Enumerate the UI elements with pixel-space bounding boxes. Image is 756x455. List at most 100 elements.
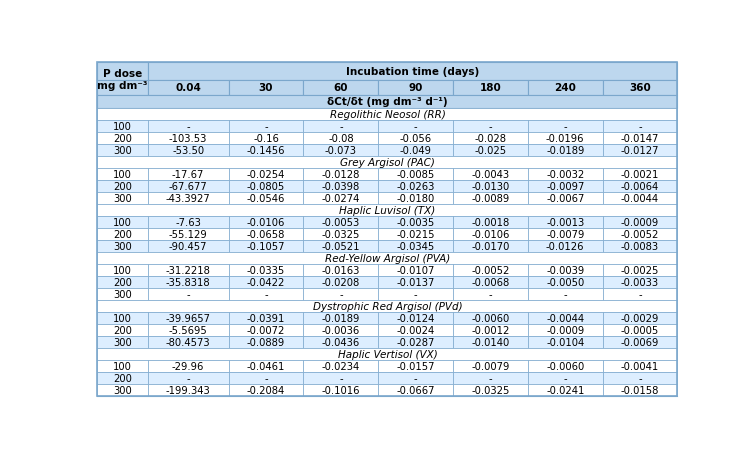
- Text: 300: 300: [113, 193, 132, 203]
- Text: 100: 100: [113, 265, 132, 275]
- Bar: [453, 276, 528, 288]
- Text: -0.0068: -0.0068: [471, 277, 510, 287]
- Text: -0.0079: -0.0079: [471, 361, 510, 371]
- Bar: [603, 336, 677, 348]
- Bar: [147, 168, 228, 180]
- Text: -0.056: -0.056: [400, 133, 432, 143]
- Text: -0.0130: -0.0130: [471, 182, 510, 192]
- Text: Haplic Luvisol (TX): Haplic Luvisol (TX): [339, 205, 435, 215]
- Bar: [528, 192, 603, 204]
- Bar: [453, 372, 528, 384]
- Text: 200: 200: [113, 182, 132, 192]
- Bar: [603, 324, 677, 336]
- Bar: [603, 81, 677, 96]
- Text: -0.0029: -0.0029: [621, 313, 659, 323]
- Text: -0.0005: -0.0005: [621, 325, 659, 335]
- Bar: [98, 168, 147, 180]
- Text: -0.0060: -0.0060: [471, 313, 510, 323]
- Bar: [528, 360, 603, 372]
- Bar: [528, 217, 603, 228]
- Text: -0.0126: -0.0126: [546, 241, 584, 251]
- Bar: [147, 288, 228, 300]
- Bar: [378, 217, 453, 228]
- Bar: [453, 168, 528, 180]
- Bar: [228, 312, 303, 324]
- Text: Haplic Vertisol (VX): Haplic Vertisol (VX): [338, 349, 437, 359]
- Bar: [453, 192, 528, 204]
- Text: -0.0461: -0.0461: [247, 361, 285, 371]
- Text: -: -: [187, 121, 190, 131]
- Text: 100: 100: [113, 313, 132, 323]
- Text: -: -: [488, 373, 492, 383]
- Text: -55.129: -55.129: [169, 229, 208, 239]
- Bar: [378, 264, 453, 276]
- Bar: [303, 168, 378, 180]
- Text: -0.0658: -0.0658: [247, 229, 285, 239]
- Text: -0.0215: -0.0215: [396, 229, 435, 239]
- Text: -0.0170: -0.0170: [471, 241, 510, 251]
- Text: -0.0208: -0.0208: [322, 277, 360, 287]
- Text: 100: 100: [113, 217, 132, 228]
- Text: P dose
mg dm⁻³: P dose mg dm⁻³: [98, 69, 148, 91]
- Bar: [453, 360, 528, 372]
- Text: Grey Argisol (PAC): Grey Argisol (PAC): [340, 157, 435, 167]
- Bar: [303, 192, 378, 204]
- Text: -: -: [488, 289, 492, 299]
- Text: -0.0104: -0.0104: [546, 337, 584, 347]
- Bar: [303, 336, 378, 348]
- Bar: [453, 180, 528, 192]
- Bar: [98, 192, 147, 204]
- Bar: [378, 144, 453, 157]
- Bar: [147, 336, 228, 348]
- Bar: [228, 228, 303, 240]
- Text: -0.0805: -0.0805: [247, 182, 285, 192]
- Bar: [147, 144, 228, 157]
- Bar: [603, 288, 677, 300]
- Text: -0.0274: -0.0274: [321, 193, 360, 203]
- Bar: [147, 240, 228, 253]
- Bar: [303, 384, 378, 396]
- Bar: [528, 81, 603, 96]
- Text: -: -: [563, 289, 567, 299]
- Bar: [147, 372, 228, 384]
- Text: 100: 100: [113, 169, 132, 179]
- Bar: [147, 264, 228, 276]
- Text: 300: 300: [113, 146, 132, 156]
- Bar: [378, 168, 453, 180]
- Bar: [528, 228, 603, 240]
- Text: -0.0106: -0.0106: [247, 217, 285, 228]
- Bar: [98, 121, 147, 132]
- Bar: [98, 253, 677, 264]
- Bar: [453, 324, 528, 336]
- Bar: [98, 264, 147, 276]
- Text: -0.073: -0.073: [325, 146, 357, 156]
- Text: -31.2218: -31.2218: [166, 265, 211, 275]
- Text: 180: 180: [479, 83, 501, 93]
- Bar: [303, 264, 378, 276]
- Text: -0.0889: -0.0889: [247, 337, 285, 347]
- Text: -0.0043: -0.0043: [472, 169, 510, 179]
- Bar: [228, 81, 303, 96]
- Text: -0.0024: -0.0024: [397, 325, 435, 335]
- Bar: [303, 144, 378, 157]
- Text: -0.0021: -0.0021: [621, 169, 659, 179]
- Bar: [603, 384, 677, 396]
- Text: -0.1016: -0.1016: [321, 385, 360, 395]
- Text: -: -: [265, 289, 268, 299]
- Text: -0.0263: -0.0263: [396, 182, 435, 192]
- Bar: [303, 180, 378, 192]
- Text: -0.08: -0.08: [328, 133, 354, 143]
- Text: -: -: [414, 373, 417, 383]
- Text: -0.0039: -0.0039: [546, 265, 584, 275]
- Text: -: -: [187, 289, 190, 299]
- Bar: [147, 276, 228, 288]
- Text: 200: 200: [113, 277, 132, 287]
- Text: -0.0012: -0.0012: [471, 325, 510, 335]
- Text: -: -: [638, 121, 642, 131]
- Bar: [453, 336, 528, 348]
- Bar: [453, 228, 528, 240]
- Text: -0.0079: -0.0079: [546, 229, 584, 239]
- Bar: [303, 360, 378, 372]
- Text: -: -: [563, 121, 567, 131]
- Text: -90.457: -90.457: [169, 241, 207, 251]
